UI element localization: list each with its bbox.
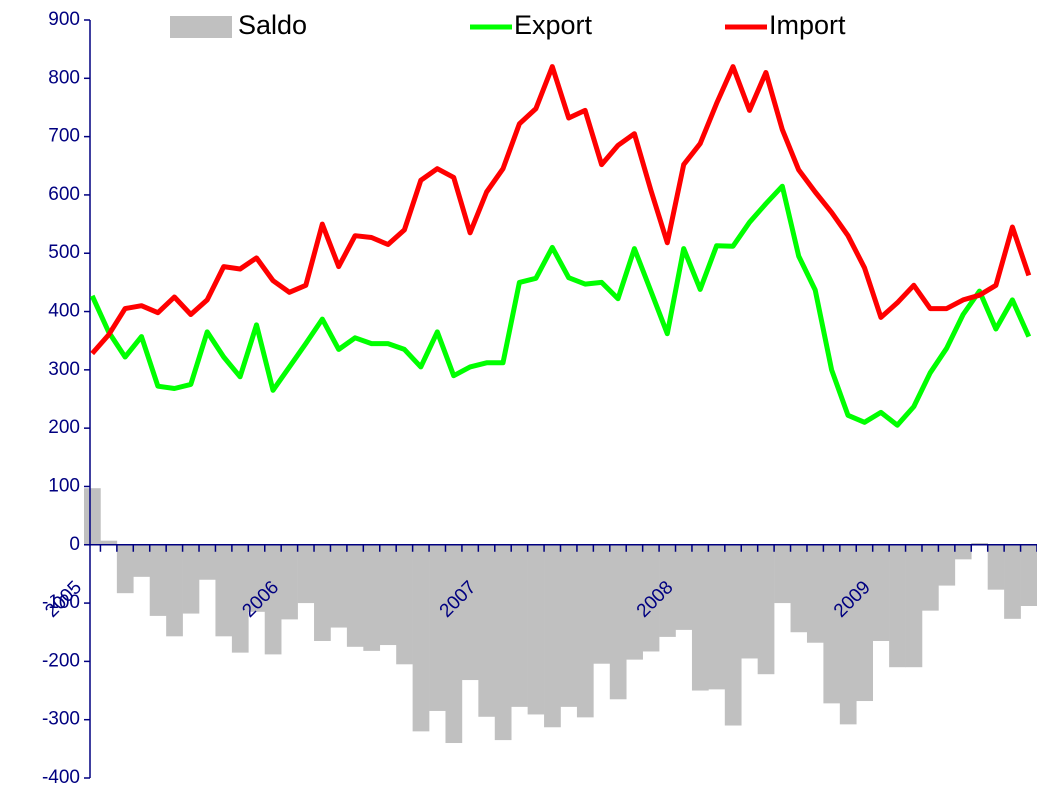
y-tick-label: 100 <box>48 475 80 496</box>
bar <box>231 544 249 653</box>
bar <box>1004 544 1021 619</box>
bar <box>511 544 528 707</box>
bar <box>839 544 857 725</box>
bar <box>774 544 791 604</box>
y-tick-label: 500 <box>48 242 80 263</box>
bar <box>576 544 594 718</box>
legend-label: Import <box>769 10 846 40</box>
y-tick-label: 600 <box>48 184 80 205</box>
bar <box>264 544 282 655</box>
bar <box>100 540 118 545</box>
bar <box>314 544 331 641</box>
legend-label: Saldo <box>238 10 307 40</box>
bar <box>346 544 364 647</box>
y-tick-label: 300 <box>48 359 80 380</box>
bar <box>741 544 758 659</box>
bar <box>905 544 923 668</box>
bar <box>396 544 413 665</box>
bar <box>954 544 972 560</box>
bar <box>379 544 397 646</box>
y-tick-label: 900 <box>48 9 80 30</box>
line <box>90 64 1032 356</box>
bar <box>412 544 430 732</box>
bar <box>889 544 906 668</box>
y-tick-label: -100 <box>42 592 80 613</box>
bar <box>461 544 479 681</box>
bar <box>856 544 873 702</box>
bar <box>757 544 775 675</box>
bar <box>544 544 561 728</box>
legend-swatch <box>170 16 232 38</box>
bar <box>593 544 611 664</box>
bar <box>182 544 200 614</box>
bar <box>429 544 446 711</box>
bar <box>724 544 742 726</box>
bar <box>872 544 890 641</box>
bar <box>330 544 348 628</box>
bar <box>445 544 463 744</box>
bar <box>494 544 512 741</box>
y-tick-label: -400 <box>42 767 80 788</box>
bar <box>215 544 233 637</box>
y-tick-label: -200 <box>42 650 80 671</box>
bar <box>166 544 183 637</box>
line <box>89 183 1032 428</box>
y-tick-label: 0 <box>69 534 80 555</box>
y-tick-label: -300 <box>42 709 80 730</box>
bar <box>84 488 101 545</box>
bar <box>560 544 578 707</box>
bar <box>708 544 726 690</box>
bar <box>281 544 298 620</box>
y-tick-label: 700 <box>48 126 80 147</box>
bar <box>790 544 808 633</box>
legend-label: Export <box>514 10 593 40</box>
bar <box>199 544 216 580</box>
bar <box>921 544 939 611</box>
bar <box>1020 544 1037 606</box>
bar <box>297 544 315 604</box>
bar <box>987 544 1005 590</box>
bar <box>823 544 841 704</box>
bar <box>659 544 676 637</box>
y-tick-label: 400 <box>48 301 80 322</box>
bar <box>116 544 134 594</box>
bar <box>675 544 693 630</box>
bar <box>149 544 167 616</box>
bar <box>609 544 627 700</box>
bar <box>626 544 643 660</box>
bar <box>642 544 660 652</box>
y-tick-label: 800 <box>48 67 80 88</box>
bar <box>527 544 545 715</box>
bar <box>478 544 496 717</box>
bar <box>971 543 989 545</box>
bar <box>691 544 709 691</box>
bar <box>938 544 956 586</box>
bar <box>248 544 266 612</box>
bar <box>133 544 151 577</box>
y-tick-label: 200 <box>48 417 80 438</box>
bar <box>806 544 824 643</box>
bar <box>363 544 381 651</box>
